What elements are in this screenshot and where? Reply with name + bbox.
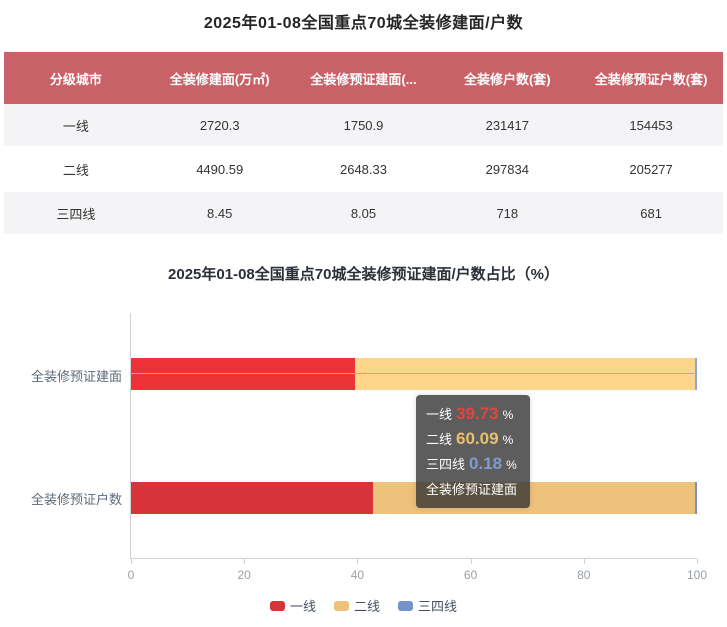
tooltip-value: 60.09 [456,429,499,448]
tooltip-label: 三四线 [426,457,466,472]
tooltip-label: 二线 [426,432,453,447]
table-cell: 三四线 [56,206,96,222]
legend-marker-icon [269,600,285,611]
tooltip-value: 0.18 [469,454,503,473]
table-cell: 2720.3 [199,117,240,133]
tooltip-row: 一线 39.73% [426,402,517,427]
legend-item-二线[interactable]: 二线 [333,596,380,615]
table-header-row: 分级城市 全装修建面(万㎡) 全装修预证建面(... 全装修户数(套) 全装修预证户数(… [4,52,723,104]
legend-label: 三四线 [418,599,458,614]
data-table: 分级城市 全装修建面(万㎡) 全装修预证建面(... 全装修户数(套) 全装修预证户数(… [4,52,723,236]
tooltip-unit: % [502,408,514,422]
legend-item-一线[interactable]: 一线 [269,596,316,615]
x-axis-tick-label: 80 [577,568,591,582]
table-cell: 二线 [62,162,89,178]
bar-chart-plot: 0 20 40 60 80 100 [128,313,707,582]
tooltip-unit: % [502,433,514,447]
column-header: 全装修预证户数(套) [594,71,708,87]
table-cell: 205277 [629,161,673,177]
legend-item-三四线[interactable]: 三四线 [398,596,457,615]
tooltip-value: 39.73 [456,404,499,423]
bar-segment-二线[interactable] [355,358,695,390]
table-cell: 718 [496,205,519,221]
table-cell: 4490.59 [196,161,244,177]
table-cell: 681 [640,205,662,221]
table-row: 三四线 8.45 8.05 718 681 [4,192,723,234]
legend-marker-icon [333,600,349,611]
x-axis-tick-label: 100 [686,568,708,582]
table-cell: 1750.9 [343,117,384,133]
table-row: 一线 2720.3 1750.9 231417 154453 [4,104,723,146]
table-body: 一线 2720.3 1750.9 231417 154453 二线 4490.59 2648.… [4,104,723,234]
y-axis-label: 全装修预证建面 [30,369,122,384]
tooltip-series-name: 全装修预证建面 [426,482,518,497]
legend-label: 二线 [353,599,380,614]
x-axis-tick [583,559,585,564]
legend-label: 一线 [289,599,316,614]
stacked-bar-jianmian[interactable] [131,358,697,390]
tooltip-unit: % [506,458,517,472]
bar-segment-一线[interactable] [131,482,374,514]
x-axis-tick-label: 60 [463,568,478,582]
column-header: 全装修户数(套) [463,71,551,87]
table-cell: 8.05 [350,205,377,221]
table-cell: 297834 [485,161,529,177]
axis-pointer-line [130,373,696,374]
bar-segment-一线[interactable] [131,358,356,390]
table-cell: 一线 [62,118,89,134]
chart-title: 2025年01-08全国重点70城全装修预证建面/户数占比（%） [168,266,559,283]
x-axis-tick [357,559,359,564]
x-axis-tick-label: 0 [127,568,135,582]
table-row: 二线 4490.59 2648.33 297834 205277 [4,148,723,190]
x-axis-tick [131,559,132,564]
table-cell: 2648.33 [339,161,387,177]
x-axis-tick [470,559,472,564]
column-header: 全装修预证建面(... [310,71,417,87]
column-header: 分级城市 [49,71,102,87]
table-cell: 154453 [629,117,673,133]
stacked-bar-hushu[interactable] [131,482,697,514]
x-axis-tick [244,559,246,564]
bar-segment-三四线[interactable] [695,482,697,514]
x-axis-tick-label: 40 [350,568,365,582]
chart-tooltip: 一线 39.73% 二线 60.09% 三四线 0.18% 全装修预证建面 [416,395,531,508]
x-axis-tick [697,559,698,564]
tooltip-row: 二线 60.09% [426,427,517,452]
tooltip-row: 三四线 0.18% [426,452,517,477]
x-axis-tick-label: 20 [237,568,251,582]
bar-segment-三四线[interactable] [695,358,697,390]
tooltip-label: 一线 [426,407,453,422]
page-title: 2025年01-08全国重点70城全装修建面/户数 [203,15,524,32]
tooltip-rows: 一线 39.73% 二线 60.09% 三四线 0.18% [426,402,517,477]
legend-marker-icon [398,600,413,611]
y-axis-label: 全装修预证户数 [30,492,122,507]
chart-legend: 一线 二线 三四线 [0,596,727,615]
table-cell: 8.45 [207,205,233,221]
table-cell: 231417 [485,117,529,133]
column-header: 全装修建面(万㎡) [169,71,270,87]
